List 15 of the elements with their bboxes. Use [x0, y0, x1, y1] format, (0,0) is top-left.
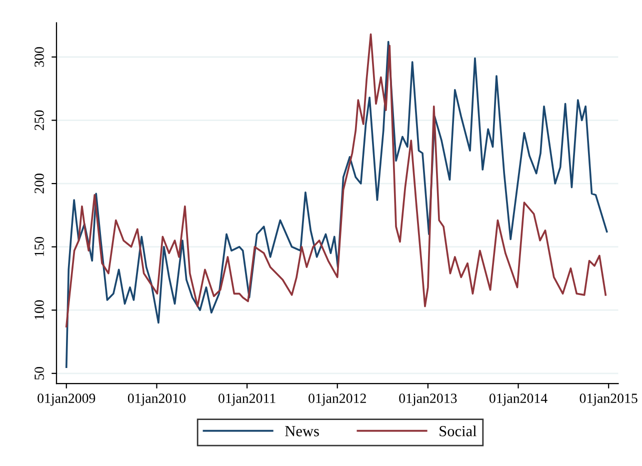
x-tick-label: 01jan2011 — [218, 394, 276, 406]
y-tick-label: 150 — [34, 236, 44, 256]
x-tick-label: 01jan2010 — [128, 394, 186, 406]
x-tick-label: 01jan2013 — [399, 394, 457, 406]
y-tick-label: 250 — [34, 110, 44, 130]
y-tick-label: 100 — [34, 300, 44, 320]
x-tick-label: 01jan2012 — [308, 394, 366, 406]
y-tick-label: 300 — [34, 47, 44, 67]
x-tick-label: 01jan2015 — [580, 394, 638, 406]
x-tick-label: 01jan2014 — [489, 394, 548, 406]
y-tick-label: 200 — [34, 174, 44, 194]
y-tick-label: 50 — [34, 366, 44, 380]
legend-label: Social — [440, 426, 477, 436]
x-tick-label: 01jan2009 — [38, 394, 96, 406]
legend-label: News — [285, 426, 319, 436]
